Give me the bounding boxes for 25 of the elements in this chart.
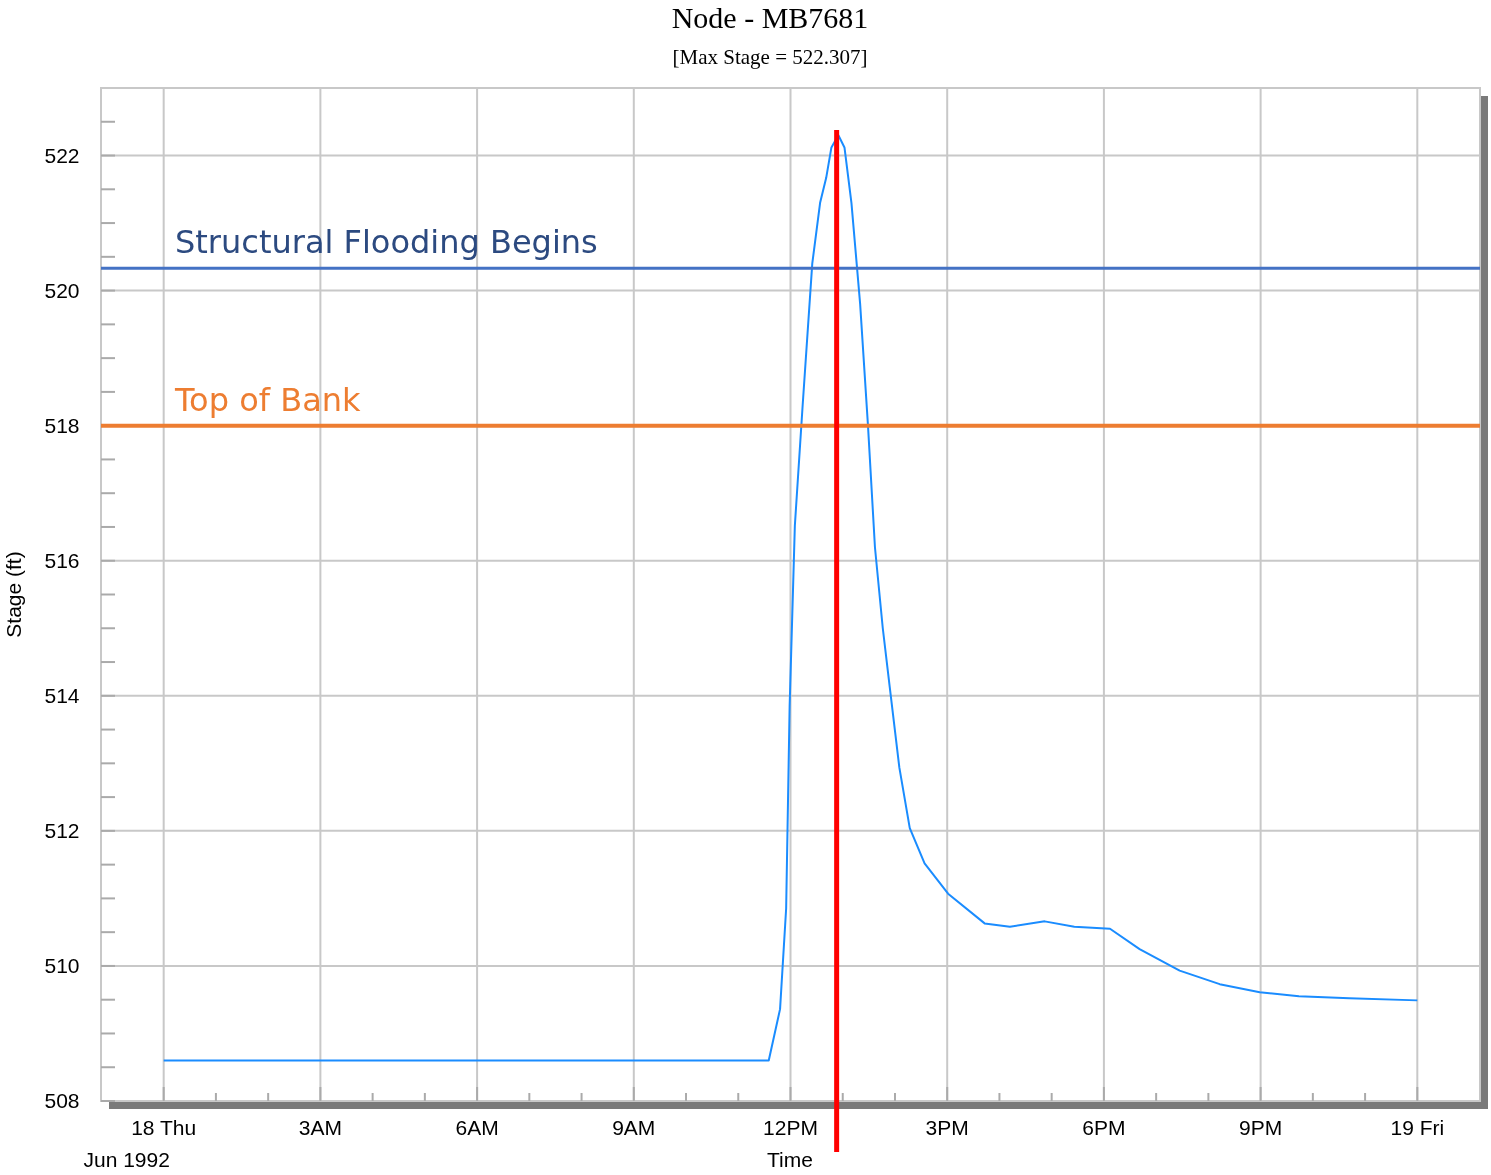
y-tick-label: 516	[44, 548, 80, 572]
x-tick-label: 3AM	[298, 1116, 342, 1139]
chart-title: Node - MB7681	[671, 1, 869, 34]
y-tick-label: 520	[44, 278, 80, 302]
x-tick-label: 3PM	[925, 1116, 969, 1139]
y-axis-title: Stage (ft)	[2, 551, 25, 638]
x-axis-title: Time	[767, 1148, 813, 1171]
ref-line-label: Top of Bank	[174, 380, 362, 419]
y-tick-label: 522	[44, 143, 80, 167]
line-series	[162, 134, 1419, 1062]
x-tick-label: 9PM	[1239, 1116, 1283, 1139]
y-tick-label: 518	[44, 413, 80, 437]
x-tick-label: 6AM	[455, 1116, 499, 1139]
x-tick-label: 18 Thu	[131, 1116, 197, 1139]
y-tick-label: 510	[44, 953, 80, 977]
y-tick-label: 514	[44, 683, 80, 707]
y-tick-label: 512	[44, 818, 80, 842]
y-tick-label: 508	[44, 1089, 80, 1112]
x-tick-label: 9AM	[612, 1116, 656, 1139]
x-tick-label: 19 Fri	[1390, 1116, 1445, 1139]
text: Jun 1992	[83, 1148, 170, 1171]
x-tick-label: 12PM	[763, 1116, 818, 1139]
x-tick-label: 6PM	[1082, 1116, 1126, 1139]
chart-subtitle: [Max Stage = 522.307]	[672, 45, 868, 69]
ref-line-label: Structural Flooding Begins	[175, 223, 598, 262]
